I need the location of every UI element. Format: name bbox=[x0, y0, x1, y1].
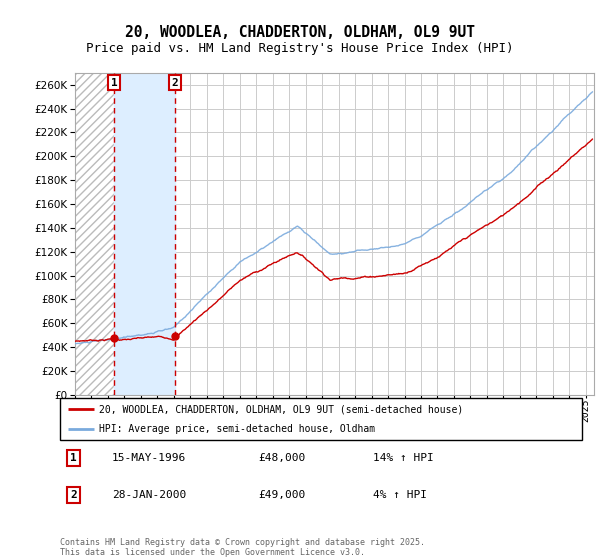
Text: HPI: Average price, semi-detached house, Oldham: HPI: Average price, semi-detached house,… bbox=[99, 424, 375, 434]
Text: Contains HM Land Registry data © Crown copyright and database right 2025.
This d: Contains HM Land Registry data © Crown c… bbox=[60, 538, 425, 557]
Text: Price paid vs. HM Land Registry's House Price Index (HPI): Price paid vs. HM Land Registry's House … bbox=[86, 42, 514, 55]
Bar bbox=[114, 73, 175, 395]
Text: 20, WOODLEA, CHADDERTON, OLDHAM, OL9 9UT (semi-detached house): 20, WOODLEA, CHADDERTON, OLDHAM, OL9 9UT… bbox=[99, 404, 463, 414]
Text: 4% ↑ HPI: 4% ↑ HPI bbox=[373, 490, 427, 500]
Text: 20, WOODLEA, CHADDERTON, OLDHAM, OL9 9UT: 20, WOODLEA, CHADDERTON, OLDHAM, OL9 9UT bbox=[125, 25, 475, 40]
Text: 2: 2 bbox=[70, 490, 77, 500]
Text: £48,000: £48,000 bbox=[259, 453, 305, 463]
Text: 1: 1 bbox=[70, 453, 77, 463]
Text: 2: 2 bbox=[172, 78, 179, 87]
FancyBboxPatch shape bbox=[60, 398, 582, 440]
Polygon shape bbox=[75, 73, 114, 395]
Text: £49,000: £49,000 bbox=[259, 490, 305, 500]
Text: 14% ↑ HPI: 14% ↑ HPI bbox=[373, 453, 434, 463]
Text: 15-MAY-1996: 15-MAY-1996 bbox=[112, 453, 187, 463]
Text: 28-JAN-2000: 28-JAN-2000 bbox=[112, 490, 187, 500]
Text: 1: 1 bbox=[110, 78, 118, 87]
